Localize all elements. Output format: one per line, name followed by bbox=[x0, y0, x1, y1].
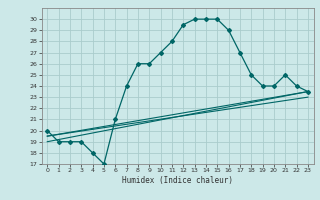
X-axis label: Humidex (Indice chaleur): Humidex (Indice chaleur) bbox=[122, 176, 233, 185]
